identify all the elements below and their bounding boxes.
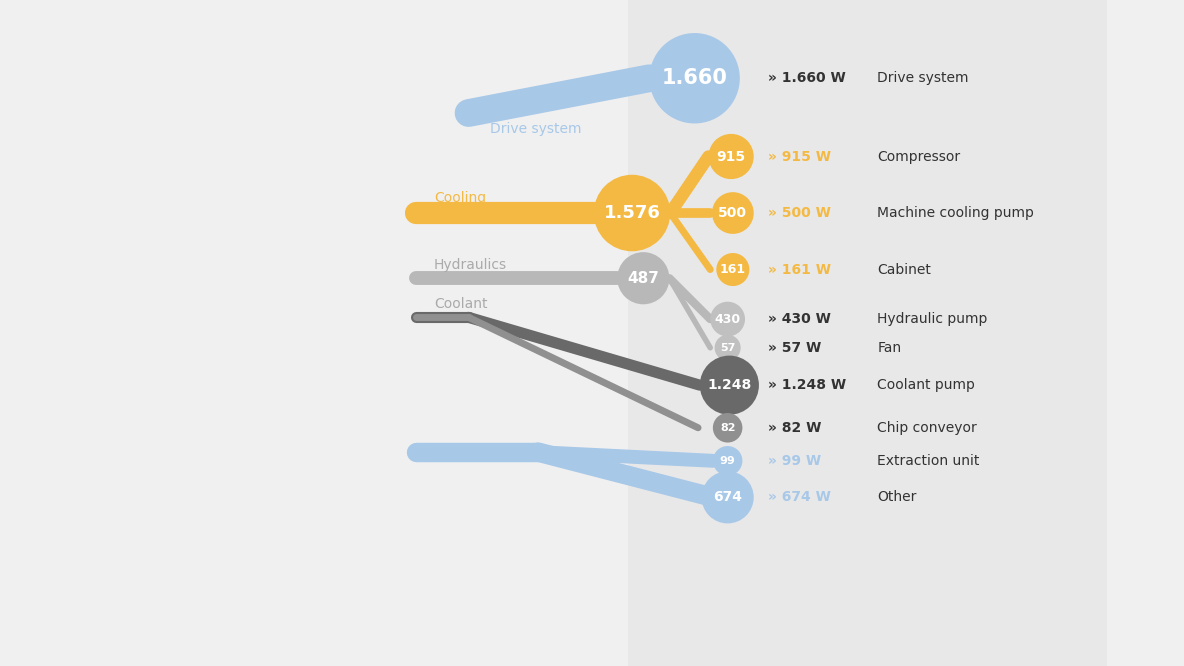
Text: Chip conveyor: Chip conveyor bbox=[877, 421, 977, 435]
Text: 57: 57 bbox=[720, 343, 735, 353]
Circle shape bbox=[708, 134, 754, 179]
Bar bbox=[77, 0, 628, 666]
Circle shape bbox=[649, 33, 740, 123]
Text: Extraction unit: Extraction unit bbox=[877, 454, 979, 468]
Circle shape bbox=[715, 335, 741, 361]
Circle shape bbox=[716, 253, 749, 286]
Text: 1.660: 1.660 bbox=[662, 68, 727, 89]
Circle shape bbox=[593, 174, 670, 251]
Text: » 161 W: » 161 W bbox=[768, 262, 831, 276]
Circle shape bbox=[700, 356, 759, 415]
Text: » 99 W: » 99 W bbox=[768, 454, 822, 468]
Circle shape bbox=[713, 413, 742, 442]
Circle shape bbox=[702, 472, 754, 523]
Text: 1.576: 1.576 bbox=[604, 204, 661, 222]
Text: Compressor: Compressor bbox=[877, 149, 960, 163]
Text: 674: 674 bbox=[713, 490, 742, 504]
Circle shape bbox=[712, 192, 754, 234]
Text: Coolant pump: Coolant pump bbox=[877, 378, 976, 392]
Text: 99: 99 bbox=[720, 456, 735, 466]
Text: Drive system: Drive system bbox=[877, 71, 969, 85]
Text: Cooling: Cooling bbox=[433, 191, 485, 205]
Circle shape bbox=[713, 446, 742, 476]
Text: Coolant: Coolant bbox=[433, 297, 488, 311]
Text: Cabinet: Cabinet bbox=[877, 262, 931, 276]
Text: 500: 500 bbox=[719, 206, 747, 220]
Text: » 500 W: » 500 W bbox=[768, 206, 831, 220]
Text: » 674 W: » 674 W bbox=[768, 490, 831, 504]
Text: » 57 W: » 57 W bbox=[768, 341, 822, 355]
Text: 915: 915 bbox=[716, 149, 746, 163]
Text: Drive system: Drive system bbox=[490, 122, 581, 136]
Circle shape bbox=[710, 302, 745, 336]
Text: 1.248: 1.248 bbox=[707, 378, 752, 392]
Text: » 1.660 W: » 1.660 W bbox=[768, 71, 847, 85]
Text: Hydraulic pump: Hydraulic pump bbox=[877, 312, 987, 326]
Text: 487: 487 bbox=[628, 270, 659, 286]
Text: 430: 430 bbox=[715, 312, 741, 326]
Text: Other: Other bbox=[877, 490, 916, 504]
Text: » 430 W: » 430 W bbox=[768, 312, 831, 326]
Text: » 915 W: » 915 W bbox=[768, 149, 831, 163]
Text: 82: 82 bbox=[720, 423, 735, 433]
Text: » 82 W: » 82 W bbox=[768, 421, 822, 435]
Text: Hydraulics: Hydraulics bbox=[433, 258, 507, 272]
Bar bbox=[628, 0, 1107, 666]
Text: 161: 161 bbox=[720, 263, 746, 276]
Text: Fan: Fan bbox=[877, 341, 901, 355]
Text: » 1.248 W: » 1.248 W bbox=[768, 378, 847, 392]
Circle shape bbox=[617, 252, 669, 304]
Text: Machine cooling pump: Machine cooling pump bbox=[877, 206, 1034, 220]
